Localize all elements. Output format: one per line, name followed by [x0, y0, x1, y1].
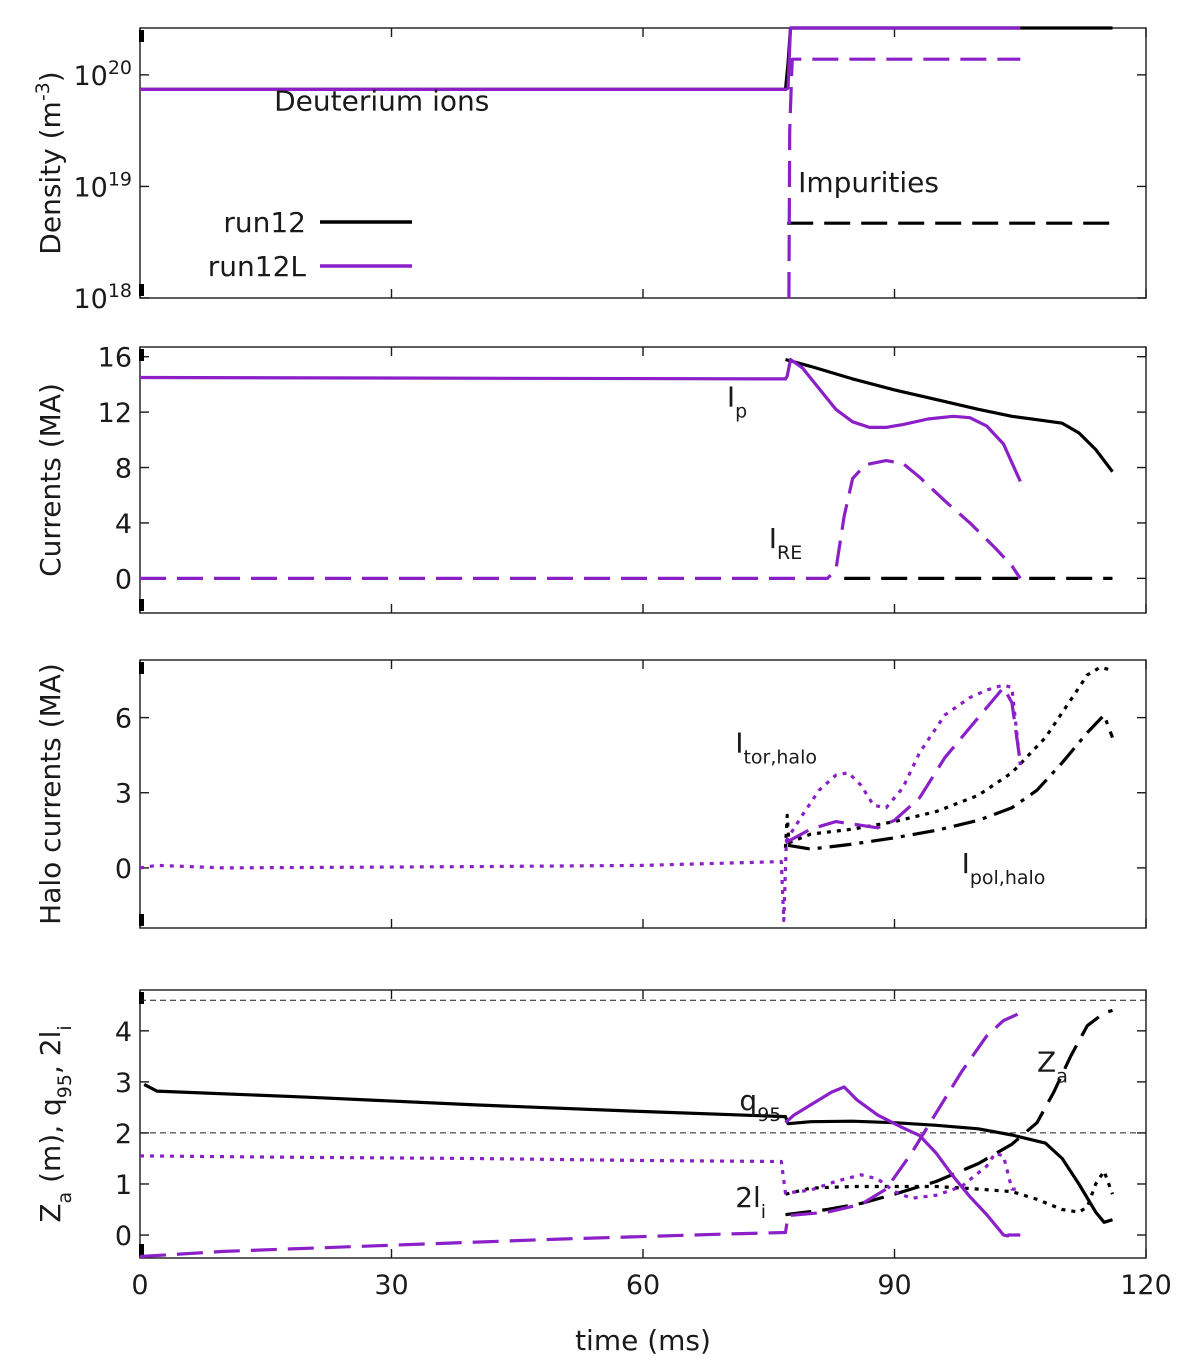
series-run12-i-tor-halo — [783, 665, 1113, 848]
annotation: Impurities — [798, 166, 939, 199]
axis-marker — [139, 992, 144, 1004]
series-run12-q95 — [143, 1082, 1113, 1224]
x-tick-label: 30 — [374, 1270, 408, 1301]
y-tick-label: 6 — [115, 704, 132, 735]
y-tick-label: 4 — [115, 509, 132, 540]
axis-marker — [139, 599, 144, 611]
series-run12-za — [785, 1008, 1113, 1217]
series-run12-ip — [785, 357, 1114, 473]
x-tick-label: 0 — [131, 1270, 148, 1301]
series-group — [140, 26, 1113, 299]
axis-marker — [139, 349, 144, 361]
y-axis-label: Currents (MA) — [34, 383, 67, 577]
annotation: Za — [1037, 1046, 1068, 1088]
series-run12l-ip — [140, 357, 1022, 483]
axis-marker — [139, 30, 144, 42]
legend-label: run12L — [208, 250, 307, 283]
series-run12l-ire — [140, 459, 1022, 580]
y-tick-label: 8 — [115, 454, 132, 485]
series-group — [140, 1008, 1115, 1259]
y-tick-label: 0 — [115, 564, 132, 595]
annotation: q95 — [739, 1084, 781, 1126]
y-axis-label: Density (m-3) — [32, 71, 67, 254]
annotation: Ipol,halo — [962, 847, 1046, 889]
x-tick-label: 90 — [877, 1270, 911, 1301]
series-group — [140, 357, 1114, 580]
y-tick-label: 12 — [98, 398, 132, 429]
y-tick-label: 3 — [115, 779, 132, 810]
panel-frame — [139, 346, 1147, 614]
annotation: 2li — [735, 1181, 766, 1223]
series-run12l-za — [140, 1011, 1021, 1259]
y-tick-label: 3 — [115, 1068, 132, 1099]
series-run12l-i-pol-halo — [784, 686, 1022, 845]
y-tick-label: 1018 — [73, 280, 132, 315]
annotation: Deuterium ions — [274, 85, 489, 118]
annotation: Ip — [727, 381, 747, 423]
legend: run12 run12L — [208, 206, 412, 283]
axis-marker — [139, 914, 144, 926]
series-run12l-2li — [140, 1151, 1021, 1200]
legend-label: run12 — [223, 206, 306, 239]
series-run12l-i-tor-halo — [140, 683, 1022, 923]
y-tick-label: 1 — [115, 1170, 132, 1201]
series-run12l-deuterium — [140, 26, 1021, 91]
series-run12-i-pol-halo — [787, 713, 1114, 851]
y-tick-label: 1019 — [73, 168, 132, 203]
y-axis-label: Halo currents (MA) — [34, 663, 67, 925]
panel-shape: 0 1 2 3 4 Za (m), q95, 2li q95 Za 2li 0 30 60 90 120 — [34, 989, 1172, 1301]
y-tick-label: 0 — [115, 1221, 132, 1252]
y-tick-label: 2 — [115, 1119, 132, 1150]
axis-marker — [139, 1244, 144, 1256]
series-run12-2li — [785, 1169, 1115, 1214]
x-axis-label: time (ms) — [575, 1324, 711, 1357]
axis-marker — [139, 284, 144, 296]
series-run12l-impurities — [787, 57, 1021, 299]
panel-halo: 0 3 6 Halo currents (MA) Itor,halo Ipol,halo — [34, 659, 1147, 929]
annotation: Itor,halo — [735, 727, 817, 769]
panel-frame — [139, 989, 1147, 1259]
x-tick-label: 120 — [1120, 1270, 1172, 1301]
y-tick-label: 4 — [115, 1017, 132, 1048]
annotation: IRE — [769, 522, 802, 564]
y-tick-label: 16 — [98, 343, 132, 374]
y-tick-label: 0 — [115, 854, 132, 885]
series-group — [140, 665, 1114, 923]
axis-marker — [139, 662, 144, 674]
series-run12l-q95 — [784, 1085, 1021, 1238]
x-tick-label: 60 — [626, 1270, 660, 1301]
y-axis-label: Za (m), q95, 2li — [34, 1025, 76, 1222]
y-tick-label: 1020 — [73, 57, 132, 92]
panel-currents: 0 4 8 12 16 Currents (MA) Ip IRE — [34, 343, 1147, 614]
